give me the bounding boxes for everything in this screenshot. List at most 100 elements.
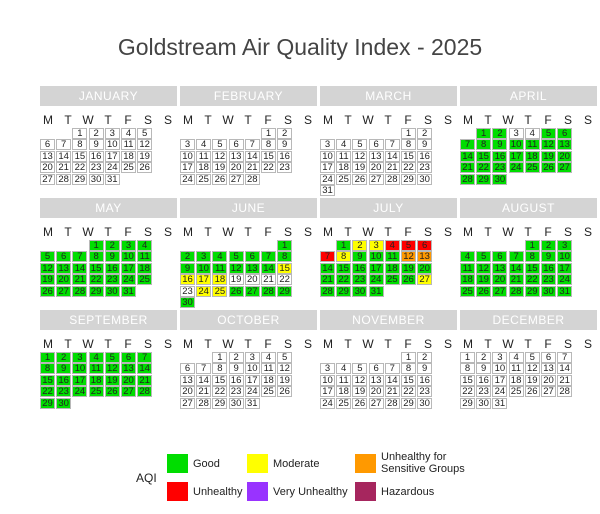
day-cell: 23 xyxy=(228,386,244,398)
legend-swatch-hazardous xyxy=(355,482,376,501)
day-cell: 1 xyxy=(40,352,55,363)
day-cell: 28 xyxy=(557,386,573,398)
legend-swatch-very-unhealthy xyxy=(247,482,268,501)
day-cell: 22 xyxy=(476,162,492,174)
weekday-label: T xyxy=(244,225,252,239)
day-cell: 24 xyxy=(72,386,88,398)
day-cell: 5 xyxy=(228,251,244,263)
weekday-label: M xyxy=(43,113,53,127)
weekday-label: S xyxy=(163,225,172,239)
day-cell: 29 xyxy=(476,173,492,185)
weekday-label: F xyxy=(544,225,552,239)
day-cell: 20 xyxy=(121,374,136,386)
day-cell: 31 xyxy=(320,185,335,196)
day-cell: 20 xyxy=(180,386,195,398)
day-cell: 30 xyxy=(352,285,368,297)
weekday-label: S xyxy=(443,337,452,351)
day-cell: 30 xyxy=(417,173,433,185)
day-cell: 24 xyxy=(492,386,508,398)
day-cell: 22 xyxy=(261,162,276,174)
day-cell: 17 xyxy=(368,262,384,274)
day-cell: 25 xyxy=(508,386,524,398)
weekday-label: T xyxy=(344,225,352,239)
day-cell: 30 xyxy=(56,397,72,409)
weekday-label: W xyxy=(362,113,374,127)
day-cell: 1 xyxy=(524,240,540,251)
day-cell: 2 xyxy=(417,128,433,139)
day-cell: 2 xyxy=(417,352,433,363)
day-cell: 16 xyxy=(541,262,556,274)
day-cell: 6 xyxy=(40,139,55,151)
day-cell: 1 xyxy=(72,128,88,139)
day-cell: 14 xyxy=(137,363,153,375)
weekday-label: M xyxy=(463,337,473,351)
day-cell: 7 xyxy=(508,251,524,263)
day-cell: 10 xyxy=(508,139,524,151)
day-cell: 24 xyxy=(557,274,573,286)
day-cell: 26 xyxy=(137,162,153,174)
day-cell: 4 xyxy=(336,363,352,375)
weekday-label: M xyxy=(323,113,333,127)
day-cell: 4 xyxy=(460,251,475,263)
day-cell: 15 xyxy=(212,374,228,386)
day-cell: 18 xyxy=(336,386,352,398)
day-cell: 10 xyxy=(368,251,384,263)
day-cell: 30 xyxy=(228,397,244,409)
day-cell: 18 xyxy=(196,162,212,174)
day-cell: 19 xyxy=(228,274,244,286)
day-cell: 6 xyxy=(541,352,556,363)
day-cell: 20 xyxy=(244,274,260,286)
month-header: JUNE xyxy=(180,198,317,218)
day-cell: 18 xyxy=(384,262,400,274)
weekday-label: T xyxy=(104,225,112,239)
day-cell: 19 xyxy=(352,162,368,174)
day-cell: 16 xyxy=(180,274,195,286)
day-cell: 23 xyxy=(56,386,72,398)
day-cell: 2 xyxy=(88,128,104,139)
day-cell: 21 xyxy=(137,374,153,386)
legend-label-unhealthy: Unhealthy xyxy=(193,486,243,498)
day-cell: 28 xyxy=(508,285,524,297)
day-cell: 8 xyxy=(401,363,416,375)
day-cell: 8 xyxy=(40,363,55,375)
day-cell: 29 xyxy=(336,285,352,297)
day-cell: 2 xyxy=(476,352,492,363)
weekday-label: F xyxy=(124,113,132,127)
day-cell: 13 xyxy=(492,262,508,274)
day-cell: 12 xyxy=(277,363,293,375)
day-cell: 9 xyxy=(417,363,433,375)
weekday-label: S xyxy=(303,225,312,239)
day-cell: 23 xyxy=(180,285,195,297)
day-cell: 11 xyxy=(212,262,228,274)
day-cell: 22 xyxy=(212,386,228,398)
day-cell: 12 xyxy=(352,374,368,386)
month-header: JANUARY xyxy=(40,86,177,106)
day-cell: 31 xyxy=(557,285,573,297)
day-cell: 2 xyxy=(228,352,244,363)
day-cell: 16 xyxy=(56,374,72,386)
day-cell: 12 xyxy=(228,262,244,274)
day-cell: 28 xyxy=(384,397,400,409)
day-cell: 9 xyxy=(417,139,433,151)
day-cell: 31 xyxy=(368,285,384,297)
day-cell: 13 xyxy=(244,262,260,274)
weekday-label: S xyxy=(583,337,592,351)
day-cell: 27 xyxy=(244,285,260,297)
weekday-label: W xyxy=(502,113,514,127)
day-cell: 28 xyxy=(244,173,260,185)
day-cell: 2 xyxy=(541,240,556,251)
day-cell: 5 xyxy=(212,139,228,151)
weekday-label: S xyxy=(443,113,452,127)
day-cell: 5 xyxy=(352,139,368,151)
day-cell: 9 xyxy=(56,363,72,375)
day-cell: 18 xyxy=(460,274,475,286)
day-cell: 7 xyxy=(460,139,475,151)
day-cell: 10 xyxy=(557,251,573,263)
month-header: OCTOBER xyxy=(180,310,317,330)
month-july: JULY M T W T F S S 1 2 3 4 5 6 7 8 9 10 11 12 13 14 15 16 17 18 19… xyxy=(320,198,457,297)
day-cell: 8 xyxy=(261,139,276,151)
weekday-label: S xyxy=(143,113,152,127)
weekday-label: F xyxy=(544,113,552,127)
day-cell: 10 xyxy=(492,363,508,375)
day-cell: 1 xyxy=(88,240,104,251)
